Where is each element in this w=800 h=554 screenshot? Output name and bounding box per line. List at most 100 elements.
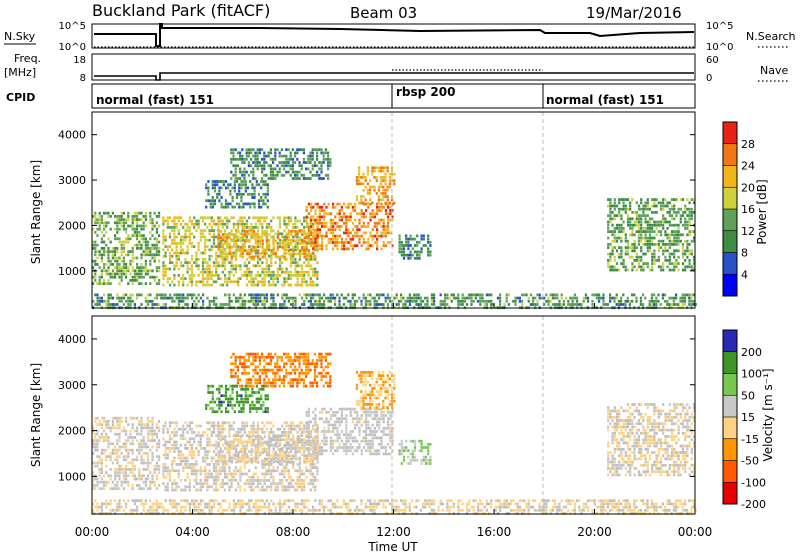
scatter-cell bbox=[688, 262, 691, 265]
scatter-cell bbox=[241, 424, 244, 428]
scatter-cell bbox=[635, 223, 638, 227]
scatter-cell bbox=[329, 221, 332, 225]
scatter-cell bbox=[158, 224, 161, 228]
scatter-cell bbox=[133, 218, 136, 221]
scatter-cell bbox=[331, 293, 334, 297]
scatter-cell bbox=[173, 434, 176, 437]
scatter-cell bbox=[661, 296, 664, 300]
scatter-cell bbox=[211, 183, 214, 187]
scatter-cell bbox=[332, 228, 335, 232]
scatter-cell bbox=[677, 303, 680, 306]
scatter-cell bbox=[332, 237, 335, 241]
scatter-cell bbox=[127, 224, 130, 228]
scatter-cell bbox=[144, 224, 147, 228]
scatter-cell bbox=[252, 456, 255, 460]
scatter-cell bbox=[668, 220, 671, 224]
scatter-cell bbox=[118, 420, 121, 423]
scatter-cell bbox=[287, 274, 290, 277]
scatter-cell bbox=[190, 427, 194, 431]
scatter-cell bbox=[283, 216, 286, 220]
scatter-cell bbox=[103, 487, 106, 490]
scatter-cell bbox=[305, 205, 308, 209]
scatter-cell bbox=[237, 440, 240, 444]
scatter-cell bbox=[162, 264, 165, 268]
scatter-cell bbox=[103, 293, 106, 297]
scatter-cell bbox=[232, 148, 235, 152]
scatter-cell bbox=[111, 303, 114, 306]
scatter-cell bbox=[303, 277, 306, 280]
scatter-cell bbox=[111, 250, 114, 253]
scatter-cell bbox=[270, 270, 273, 274]
scatter-cell bbox=[223, 482, 227, 485]
scatter-cell bbox=[646, 249, 649, 253]
scatter-cell bbox=[376, 244, 379, 248]
scatter-cell bbox=[265, 421, 268, 425]
scatter-cell bbox=[243, 482, 246, 485]
scatter-cell bbox=[626, 239, 630, 243]
scatter-cell bbox=[345, 218, 348, 222]
scatter-cell bbox=[375, 166, 378, 170]
scatter-cell bbox=[199, 232, 202, 236]
scatter-cell bbox=[142, 439, 145, 442]
scatter-cell bbox=[389, 241, 392, 244]
scatter-cell bbox=[171, 431, 174, 434]
scatter-cell bbox=[635, 252, 638, 256]
scatter-cell bbox=[369, 185, 372, 189]
scatter-cell bbox=[257, 242, 260, 246]
scatter-cell bbox=[116, 296, 119, 300]
scatter-cell bbox=[219, 485, 222, 489]
scatter-cell bbox=[131, 218, 134, 221]
scatter-cell bbox=[98, 436, 101, 439]
scatter-cell bbox=[648, 233, 652, 237]
scatter-cell bbox=[247, 164, 250, 168]
scatter-cell bbox=[283, 252, 286, 256]
scatter-cell bbox=[340, 209, 343, 212]
scatter-cell bbox=[294, 447, 297, 450]
scatter-cell bbox=[234, 469, 238, 473]
scatter-cell bbox=[244, 189, 247, 193]
scatter-cell bbox=[334, 228, 337, 232]
scatter-cell bbox=[221, 443, 224, 447]
scatter-cell bbox=[666, 227, 669, 230]
scatter-cell bbox=[179, 251, 183, 255]
scatter-cell bbox=[373, 296, 376, 300]
scatter-cell bbox=[332, 247, 335, 251]
scatter-cell bbox=[637, 223, 641, 227]
scatter-cell bbox=[457, 299, 460, 303]
scatter-cell bbox=[205, 183, 208, 187]
scatter-cell bbox=[105, 282, 108, 285]
scatter-cell bbox=[301, 303, 304, 306]
scatter-cell bbox=[384, 231, 387, 235]
scatter-cell bbox=[166, 296, 169, 300]
scatter-cell bbox=[138, 432, 141, 436]
scatter-cell bbox=[131, 269, 134, 273]
scatter-cell bbox=[316, 244, 319, 248]
scatter-cell bbox=[300, 277, 304, 280]
scatter-cell bbox=[259, 242, 262, 245]
scatter-cell bbox=[164, 469, 167, 473]
scatter-cell bbox=[140, 224, 143, 228]
scatter-cell bbox=[644, 204, 647, 208]
scatter-cell bbox=[149, 299, 152, 303]
scatter-cell bbox=[206, 434, 209, 437]
scatter-cell bbox=[109, 272, 112, 276]
scatter-cell bbox=[162, 242, 165, 245]
scatter-cell bbox=[343, 244, 346, 248]
scatter-cell bbox=[296, 246, 299, 249]
scatter-cell bbox=[311, 283, 315, 287]
scatter-cell bbox=[195, 488, 198, 492]
scatter-cell bbox=[226, 233, 229, 236]
scatter-cell bbox=[238, 205, 241, 209]
scatter-cell bbox=[327, 177, 330, 180]
scatter-cell bbox=[230, 479, 233, 482]
scatter-cell bbox=[127, 299, 130, 303]
scatter-cell bbox=[263, 274, 266, 277]
scatter-cell bbox=[637, 214, 641, 217]
scatter-cell bbox=[283, 238, 286, 242]
scatter-cell bbox=[252, 293, 255, 297]
scatter-cell bbox=[193, 431, 196, 434]
scatter-cell bbox=[151, 429, 154, 433]
scatter-cell bbox=[129, 263, 132, 266]
scatter-cell bbox=[299, 230, 302, 233]
scatter-cell bbox=[206, 274, 209, 277]
